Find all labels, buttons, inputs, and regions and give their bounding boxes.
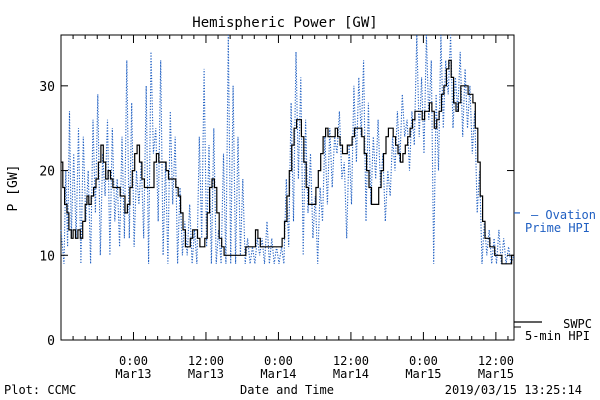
- y-tick-label: 30: [39, 80, 55, 95]
- x-tick-sublabel: Mar13: [115, 367, 151, 381]
- plot-credit: Plot: CCMC: [4, 383, 76, 397]
- y-tick-label: 0: [47, 334, 55, 349]
- plot-frame: [60, 34, 515, 341]
- x-tick-sublabel: Mar15: [405, 367, 441, 381]
- legend: — Ovation Prime HPI SWPC 5-min HPI: [525, 208, 596, 343]
- legend-ovation-line1: — Ovation: [531, 208, 596, 222]
- chart-title: Hemispheric Power [GW]: [192, 15, 377, 31]
- x-tick-label: 0:00: [409, 354, 438, 368]
- x-tick-label: 12:00: [478, 354, 514, 368]
- legend-swpc-line1: SWPC: [563, 317, 592, 331]
- x-tick-sublabel: Mar15: [478, 367, 514, 381]
- x-axis-label: Date and Time: [240, 383, 334, 397]
- plot-timestamp: 2019/03/15 13:25:14: [445, 383, 582, 397]
- x-tick-sublabel: Mar14: [333, 367, 369, 381]
- x-tick-label: 12:00: [333, 354, 369, 368]
- series-line-ovation: [60, 34, 515, 264]
- x-tick-label: 0:00: [119, 354, 148, 368]
- x-tick-sublabel: Mar13: [188, 367, 224, 381]
- x-tick-label: 12:00: [188, 354, 224, 368]
- x-tick-sublabel: Mar14: [260, 367, 296, 381]
- x-tick-label: 0:00: [264, 354, 293, 368]
- legend-ovation-line2: Prime HPI: [525, 221, 590, 235]
- series-line-swpc: [61, 59, 514, 265]
- plot-area: 01020300:00Mar1312:00Mar130:00Mar1412:00…: [39, 34, 542, 381]
- y-tick-label: 20: [39, 165, 55, 180]
- y-axis-label: P [GW]: [6, 165, 21, 212]
- y-tick-label: 10: [39, 249, 55, 264]
- legend-swpc-line2: 5-min HPI: [525, 329, 590, 343]
